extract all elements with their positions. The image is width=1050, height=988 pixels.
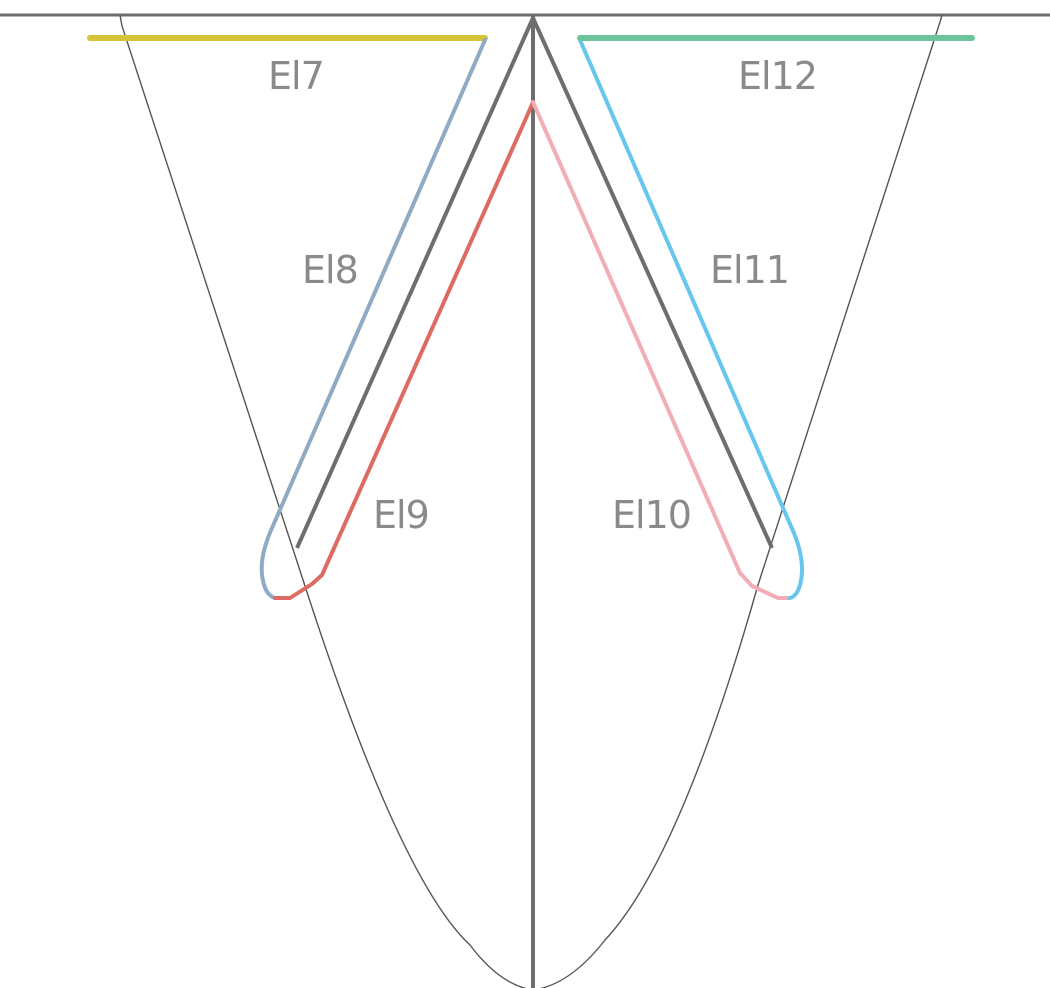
label-el8: El8 (302, 248, 358, 292)
label-el11: El11 (710, 248, 789, 292)
label-el10: El10 (612, 493, 691, 537)
segment-el10 (531, 100, 792, 600)
segment-el9 (273, 100, 535, 600)
label-el7: El7 (268, 54, 324, 98)
segment-el11 (578, 38, 804, 600)
v-frame-left (295, 17, 535, 549)
label-el12: El12 (738, 54, 817, 98)
segment-el8 (259, 38, 487, 600)
parabola-outline (119, 14, 943, 988)
v-frame-right (531, 17, 774, 549)
label-el9: El9 (373, 493, 429, 537)
